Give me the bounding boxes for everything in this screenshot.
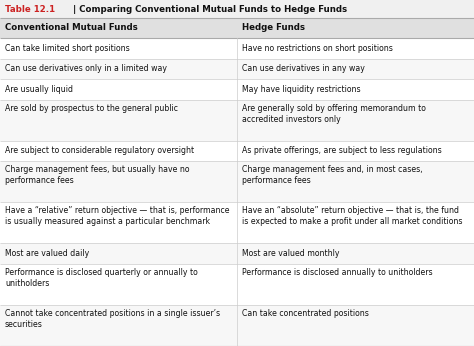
Text: As private offerings, are subject to less regulations: As private offerings, are subject to les…	[242, 146, 442, 155]
Text: Most are valued monthly: Most are valued monthly	[242, 249, 339, 258]
Text: Performance is disclosed quarterly or annually to
unitholders: Performance is disclosed quarterly or an…	[5, 268, 198, 288]
Text: Can use derivatives in any way: Can use derivatives in any way	[242, 64, 365, 73]
Bar	[0, 264, 474, 305]
Text: Can take limited short positions: Can take limited short positions	[5, 44, 130, 53]
Bar	[0, 161, 474, 202]
Text: Have no restrictions on short positions: Have no restrictions on short positions	[242, 44, 393, 53]
Bar	[0, 58, 474, 79]
Text: Table 12.1: Table 12.1	[5, 4, 55, 13]
Text: Are sold by prospectus to the general public: Are sold by prospectus to the general pu…	[5, 103, 178, 112]
Text: Charge management fees, but usually have no
performance fees: Charge management fees, but usually have…	[5, 165, 190, 185]
Bar	[0, 141, 474, 161]
Text: Are usually liquid: Are usually liquid	[5, 85, 73, 94]
Bar	[0, 202, 474, 243]
Text: Are subject to considerable regulatory oversight: Are subject to considerable regulatory o…	[5, 146, 194, 155]
Bar	[0, 243, 474, 264]
Text: Charge management fees and, in most cases,
performance fees: Charge management fees and, in most case…	[242, 165, 423, 185]
Bar	[0, 18, 474, 38]
Text: Hedge Funds: Hedge Funds	[242, 24, 305, 33]
Text: Are generally sold by offering memorandum to
accredited investors only: Are generally sold by offering memorandu…	[242, 103, 426, 124]
Text: Most are valued daily: Most are valued daily	[5, 249, 89, 258]
Bar	[0, 100, 474, 141]
Text: Have a “relative” return objective — that is, performance
is usually measured ag: Have a “relative” return objective — tha…	[5, 206, 229, 226]
Bar	[0, 0, 474, 18]
Bar	[0, 79, 474, 100]
Text: Can take concentrated positions: Can take concentrated positions	[242, 309, 369, 318]
Text: Performance is disclosed annually to unitholders: Performance is disclosed annually to uni…	[242, 268, 433, 277]
Bar	[0, 38, 474, 58]
Text: Can use derivatives only in a limited way: Can use derivatives only in a limited wa…	[5, 64, 167, 73]
Text: May have liquidity restrictions: May have liquidity restrictions	[242, 85, 361, 94]
Text: | Comparing Conventional Mutual Funds to Hedge Funds: | Comparing Conventional Mutual Funds to…	[70, 4, 347, 13]
Text: Cannot take concentrated positions in a single issuer’s
securities: Cannot take concentrated positions in a …	[5, 309, 220, 329]
Text: Have an “absolute” return objective — that is, the fund
is expected to make a pr: Have an “absolute” return objective — th…	[242, 206, 463, 226]
Text: Conventional Mutual Funds: Conventional Mutual Funds	[5, 24, 138, 33]
Bar	[0, 305, 474, 346]
